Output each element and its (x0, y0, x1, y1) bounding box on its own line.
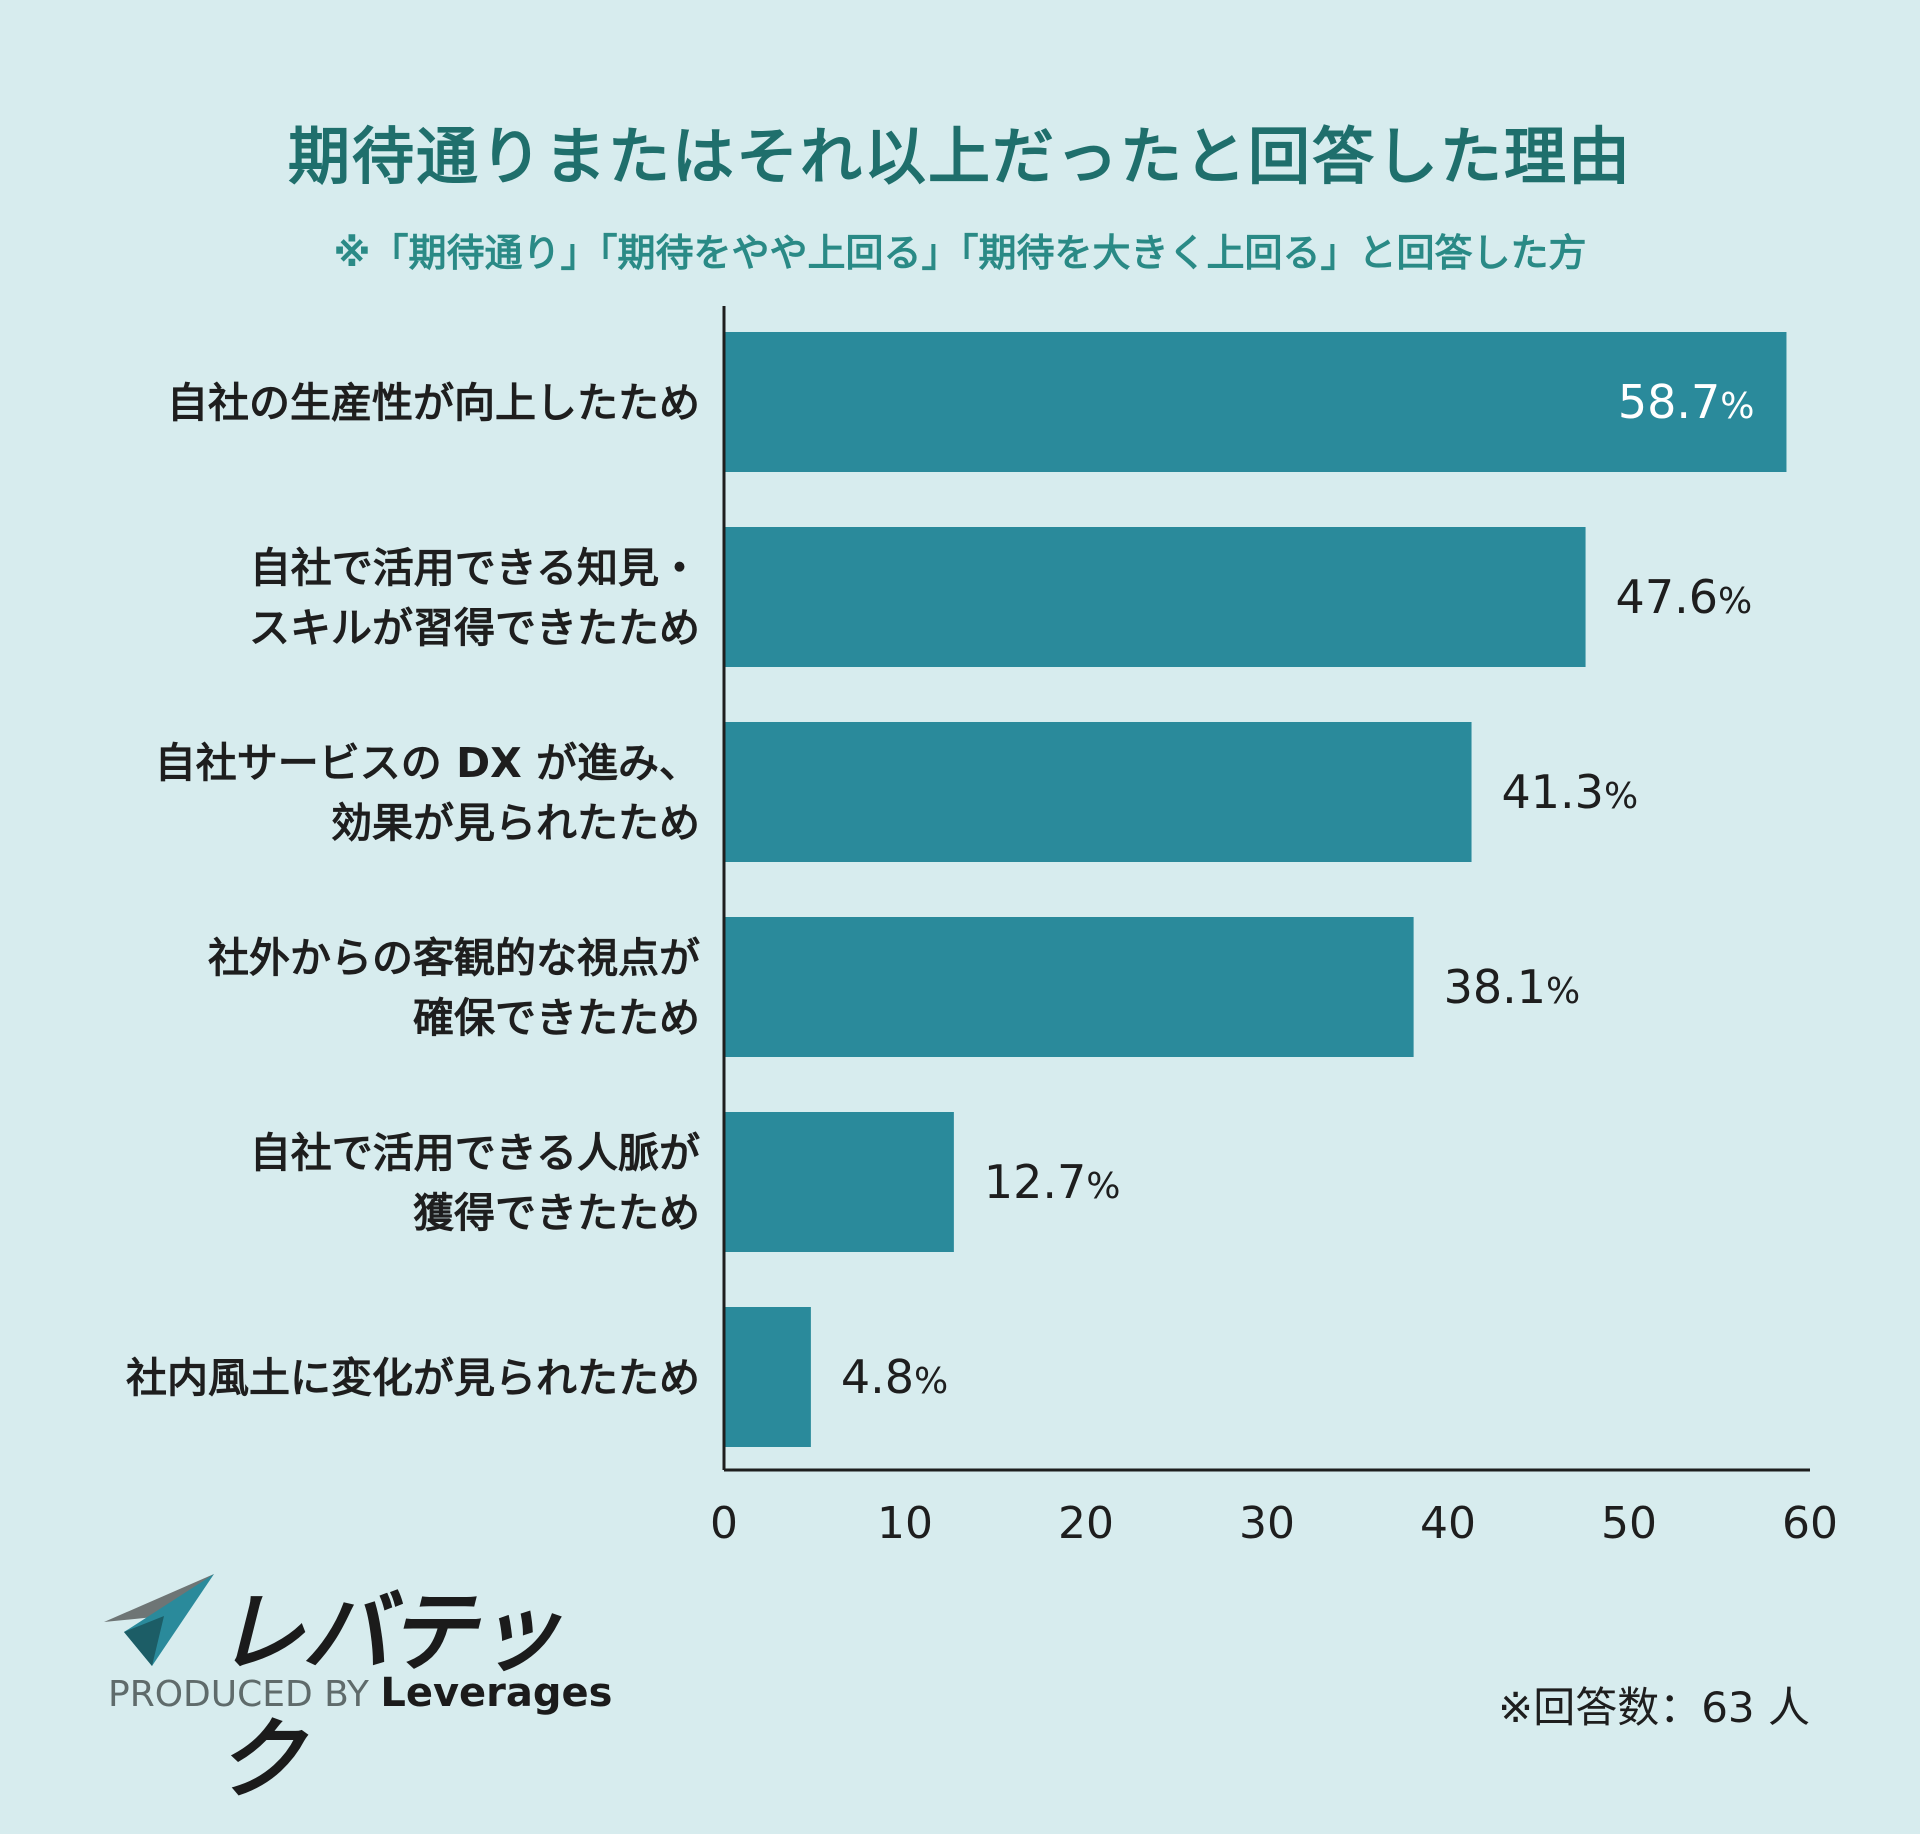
bar (724, 527, 1586, 667)
category-label: 自社で活用できる知見・ (250, 544, 700, 592)
chart-title: 期待通りまたはそれ以上だったと回答した理由 (287, 120, 1632, 193)
x-tick-label: 20 (1058, 1498, 1114, 1549)
value-label: 47.6% (1616, 570, 1753, 624)
bar (724, 332, 1787, 472)
logo-subtext: PRODUCED BY Leverages (108, 1670, 612, 1716)
x-tick-label: 40 (1420, 1498, 1476, 1549)
category-label: 自社サービスの DX が進み、 (155, 739, 700, 787)
brand-name: Leverages (380, 1670, 613, 1716)
category-label: 確保できたため (413, 994, 700, 1042)
x-tick-label: 50 (1601, 1498, 1657, 1549)
bar (724, 722, 1472, 862)
category-label: 獲得できたため (413, 1189, 700, 1237)
category-label: 社外からの客観的な視点が (208, 934, 700, 982)
paper-plane-icon (104, 1574, 214, 1666)
category-label: 効果が見られたため (331, 799, 700, 847)
category-label: 自社の生産性が向上したため (167, 379, 700, 427)
value-label: 41.3% (1502, 765, 1639, 819)
x-tick-label: 10 (877, 1498, 933, 1549)
produced-by-text: PRODUCED BY (108, 1674, 369, 1715)
value-label: 4.8% (841, 1350, 948, 1404)
value-label: 12.7% (984, 1155, 1121, 1209)
value-label: 38.1% (1444, 960, 1581, 1014)
value-label: 58.7% (1618, 375, 1755, 429)
bar (724, 1307, 811, 1447)
logo-text: レバテック (216, 1581, 562, 1811)
category-label: スキルが習得できたため (249, 604, 700, 652)
category-label: 社内風土に変化が見られたため (126, 1354, 700, 1402)
chart-subtitle: ※「期待通り」「期待をやや上回る」「期待を大きく上回る」と回答した方 (333, 231, 1587, 275)
leverages-logo: レバテック PRODUCED BY Leverages (104, 1562, 612, 1811)
bar (724, 917, 1414, 1057)
bar (724, 1112, 954, 1252)
x-tick-label: 30 (1239, 1498, 1295, 1549)
category-label: 自社で活用できる人脈が (250, 1129, 700, 1177)
x-tick-label: 0 (710, 1498, 738, 1549)
x-tick-label: 60 (1782, 1498, 1838, 1549)
respondent-note: ※回答数：63 人 (1498, 1683, 1810, 1732)
